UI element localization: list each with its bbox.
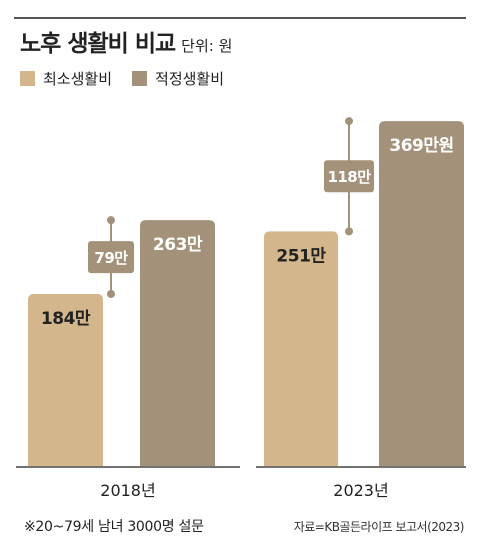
legend-label-adequate: 적정생활비	[155, 70, 225, 88]
difference-label-2023년: 118만	[327, 168, 371, 186]
bar-minimum-2023년	[264, 231, 338, 466]
difference-badge-2018년	[88, 241, 134, 274]
value-label-minimum-2018년: 184만	[41, 309, 91, 329]
top-rule	[14, 17, 466, 19]
value-label-adequate-2023년: 369만원	[389, 136, 453, 156]
unit-label: 단위: 원	[181, 37, 233, 55]
source-note: 자료=KB골든라이프 보고서(2023)	[293, 520, 465, 534]
connector-dot-bottom-2018년	[107, 290, 115, 299]
legend-label-minimum: 최소생활비	[43, 70, 113, 88]
title-text: 노후 생활비 비교	[20, 31, 176, 57]
bar-adequate-2023년	[379, 121, 464, 467]
chart-title: 노후 생활비 비교 단위: 원	[20, 30, 232, 60]
bar-minimum-2018년	[28, 294, 103, 466]
category-label-2023년: 2023년	[333, 481, 388, 500]
legend-item-adequate: 적정생활비	[132, 68, 224, 89]
legend: 최소생활비 적정생활비	[20, 68, 244, 89]
category-label-2018년: 2018년	[100, 481, 155, 500]
value-label-adequate-2018년: 263만	[153, 235, 203, 255]
connector-dot-bottom-2023년	[345, 227, 353, 236]
value-label-minimum-2023년: 251만	[276, 246, 326, 266]
legend-swatch-minimum	[20, 71, 35, 86]
legend-swatch-adequate	[132, 71, 148, 86]
connector-dot-top-2023년	[345, 117, 353, 126]
footnote: ※20~79세 남녀 3000명 설문	[24, 519, 204, 535]
difference-badge-2023년	[324, 160, 374, 193]
legend-item-minimum: 최소생활비	[20, 68, 112, 89]
bar-adequate-2018년	[140, 220, 215, 466]
connector-dot-top-2018년	[107, 216, 115, 225]
difference-label-2018년: 79만	[94, 249, 128, 267]
